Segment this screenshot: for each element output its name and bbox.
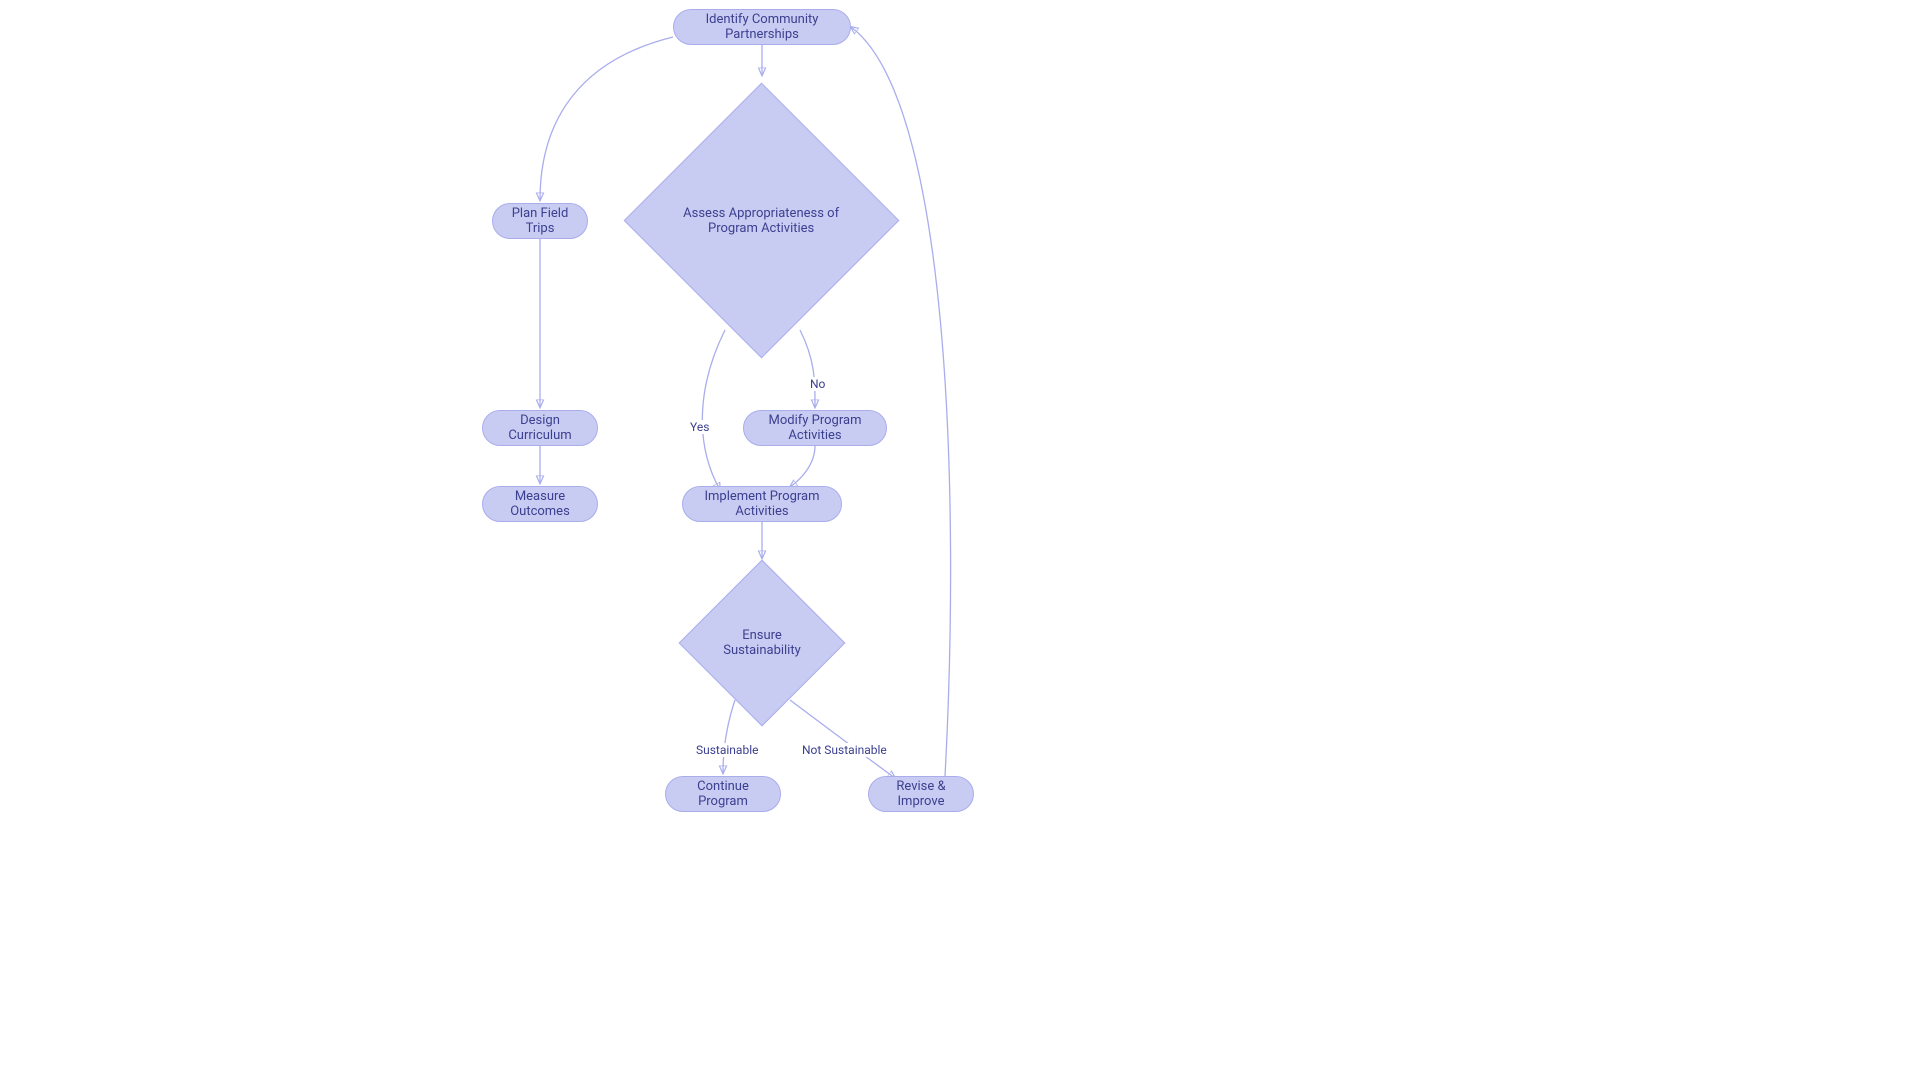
edges-layer — [0, 0, 1920, 1080]
node-continue: Continue Program — [665, 776, 781, 812]
node-plan: Plan Field Trips — [492, 203, 588, 239]
edge-revise-to-identify — [851, 27, 951, 776]
node-implement: Implement Program Activities — [682, 486, 842, 522]
node-label: Assess Appropriateness of Program Activi… — [684, 206, 840, 236]
edge-modify-to-implement — [790, 446, 815, 487]
node-label: Identify Community Partnerships — [688, 12, 836, 42]
node-label: Design Curriculum — [497, 413, 583, 443]
node-identify: Identify Community Partnerships — [673, 9, 851, 45]
node-label: Implement Program Activities — [697, 489, 827, 519]
edge-sustain-to-continue — [723, 700, 735, 773]
edge-sustain-to-revise — [790, 700, 895, 778]
node-label: Revise & Improve — [883, 779, 959, 809]
node-revise: Revise & Improve — [868, 776, 974, 812]
node-label: Ensure Sustainability — [723, 628, 801, 658]
node-design: Design Curriculum — [482, 410, 598, 446]
edge-label-yes: Yes — [688, 420, 711, 434]
node-label: Plan Field Trips — [507, 206, 573, 236]
edge-label-sustainable: Sustainable — [694, 743, 760, 757]
edge-assess-yes-implement — [702, 330, 725, 490]
node-assess: Assess Appropriateness of Program Activi… — [624, 83, 900, 359]
node-modify: Modify Program Activities — [743, 410, 887, 446]
node-measure: Measure Outcomes — [482, 486, 598, 522]
node-sustain: Ensure Sustainability — [679, 560, 846, 727]
edge-assess-no-modify — [800, 330, 815, 407]
flowchart-canvas: Identify Community Partnerships Plan Fie… — [0, 0, 1920, 1080]
edge-label-no: No — [808, 377, 827, 391]
edge-label-not-sustainable: Not Sustainable — [800, 743, 889, 757]
node-label: Measure Outcomes — [497, 489, 583, 519]
edge-identify-to-plan — [540, 37, 673, 200]
node-label: Continue Program — [680, 779, 766, 809]
node-label: Modify Program Activities — [758, 413, 872, 443]
